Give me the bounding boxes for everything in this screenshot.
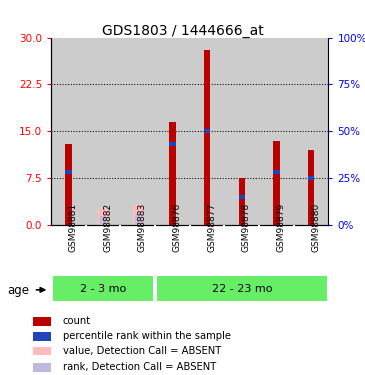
Bar: [65, 144, 72, 225]
Bar: [32, 346, 51, 355]
Bar: [32, 317, 51, 326]
Bar: [294, 38, 329, 225]
Text: count: count: [63, 316, 91, 326]
Text: GDS1803 / 1444666_at: GDS1803 / 1444666_at: [101, 24, 264, 38]
Bar: [51, 38, 86, 225]
Bar: [155, 38, 190, 225]
Bar: [65, 170, 72, 174]
Text: GSM98878: GSM98878: [242, 203, 251, 252]
Bar: [98, 209, 108, 225]
FancyBboxPatch shape: [156, 275, 328, 302]
Text: rank, Detection Call = ABSENT: rank, Detection Call = ABSENT: [63, 362, 216, 372]
Text: GSM98877: GSM98877: [207, 203, 216, 252]
Bar: [190, 38, 224, 225]
Text: 2 - 3 mo: 2 - 3 mo: [80, 284, 126, 294]
Text: GSM98883: GSM98883: [138, 203, 147, 252]
Bar: [32, 363, 51, 372]
Bar: [135, 214, 141, 225]
Bar: [86, 38, 120, 225]
Text: age: age: [7, 284, 29, 297]
Text: value, Detection Call = ABSENT: value, Detection Call = ABSENT: [63, 346, 221, 356]
Bar: [239, 195, 245, 199]
Bar: [239, 178, 245, 225]
Text: GSM98879: GSM98879: [276, 203, 285, 252]
Bar: [100, 216, 106, 225]
Text: GSM98880: GSM98880: [311, 203, 320, 252]
Text: GSM98882: GSM98882: [103, 203, 112, 252]
Bar: [120, 38, 155, 225]
Bar: [273, 141, 280, 225]
Bar: [169, 142, 176, 146]
Bar: [308, 150, 314, 225]
Text: GSM98881: GSM98881: [69, 203, 77, 252]
Bar: [204, 50, 210, 225]
Bar: [169, 122, 176, 225]
Bar: [308, 176, 314, 180]
Bar: [224, 38, 259, 225]
Text: 22 - 23 mo: 22 - 23 mo: [212, 284, 272, 294]
Bar: [273, 170, 280, 174]
Text: GSM98876: GSM98876: [172, 203, 181, 252]
Text: percentile rank within the sample: percentile rank within the sample: [63, 331, 231, 341]
Bar: [133, 205, 143, 225]
Bar: [259, 38, 294, 225]
Bar: [32, 332, 51, 340]
Bar: [204, 129, 210, 134]
FancyBboxPatch shape: [52, 275, 154, 302]
